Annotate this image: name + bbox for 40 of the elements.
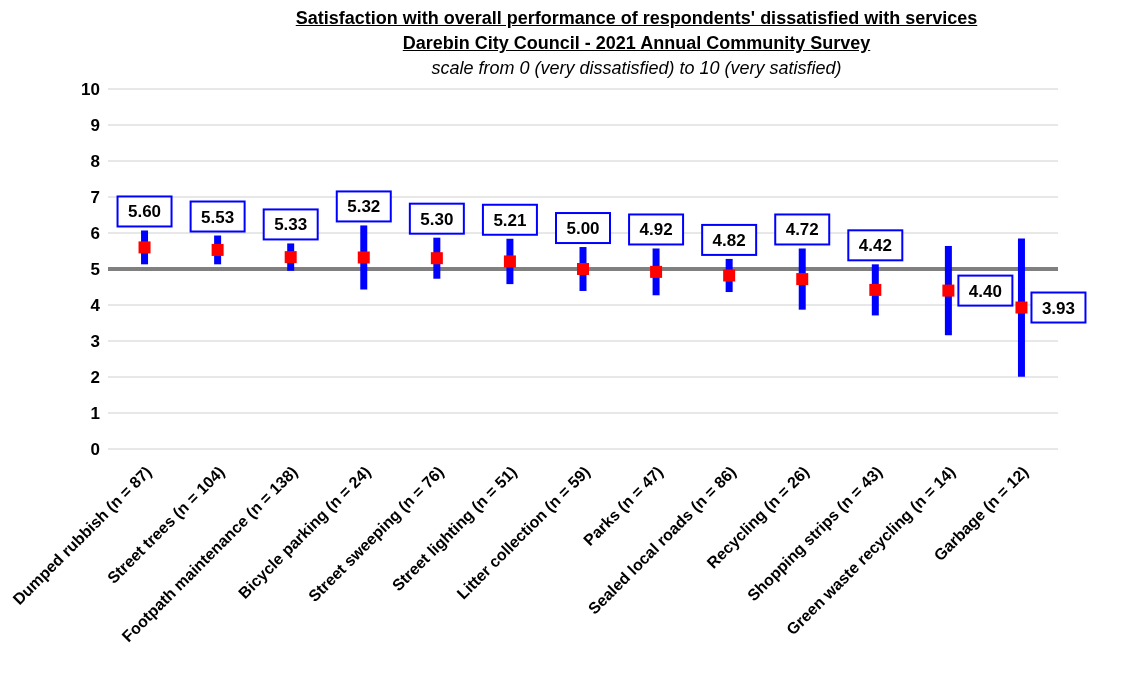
point	[357, 251, 370, 264]
data-label: 4.92	[639, 220, 673, 240]
point	[211, 243, 224, 256]
y-tick-label: 5	[90, 260, 100, 280]
data-label: 4.72	[785, 220, 819, 240]
point	[650, 265, 663, 278]
point	[796, 273, 809, 286]
data-label: 4.40	[968, 281, 1002, 301]
data-label: 5.60	[127, 202, 162, 222]
data-label: 5.32	[347, 197, 381, 217]
data-label: 5.21	[493, 210, 527, 230]
data-label: 4.82	[712, 230, 746, 250]
y-tick-label: 1	[90, 404, 100, 424]
data-label: 3.93	[1041, 298, 1076, 318]
point	[577, 263, 589, 275]
point	[869, 283, 882, 296]
point	[430, 252, 443, 265]
data-label: 4.42	[858, 236, 892, 256]
y-tick-label: 7	[90, 188, 100, 208]
y-tick-label: 10	[81, 80, 100, 100]
chart-title: Satisfaction with overall performance of respondents' dissatisfied with services	[294, 8, 979, 29]
data-label: 5.33	[274, 215, 308, 235]
point	[942, 284, 955, 297]
point	[138, 241, 151, 254]
point	[503, 255, 516, 268]
y-tick-label: 3	[90, 332, 100, 352]
point	[284, 251, 297, 264]
data-label: 5.30	[420, 209, 454, 229]
chart-subtitle: Darebin City Council - 2021 Annual Community Survey	[401, 33, 872, 54]
point	[1015, 301, 1028, 314]
data-label: 5.00	[566, 219, 600, 239]
y-tick-label: 6	[90, 224, 100, 244]
y-tick-label: 2	[90, 368, 100, 388]
y-tick-label: 0	[90, 440, 100, 460]
y-tick-label: 4	[90, 296, 101, 316]
text: scale from 0 (very dissatisfied) to 10 (very satisfied)	[430, 58, 843, 79]
y-tick-label: 9	[90, 116, 100, 136]
data-label: 5.53	[201, 207, 235, 227]
y-tick-label: 8	[90, 152, 100, 172]
point	[723, 269, 736, 282]
